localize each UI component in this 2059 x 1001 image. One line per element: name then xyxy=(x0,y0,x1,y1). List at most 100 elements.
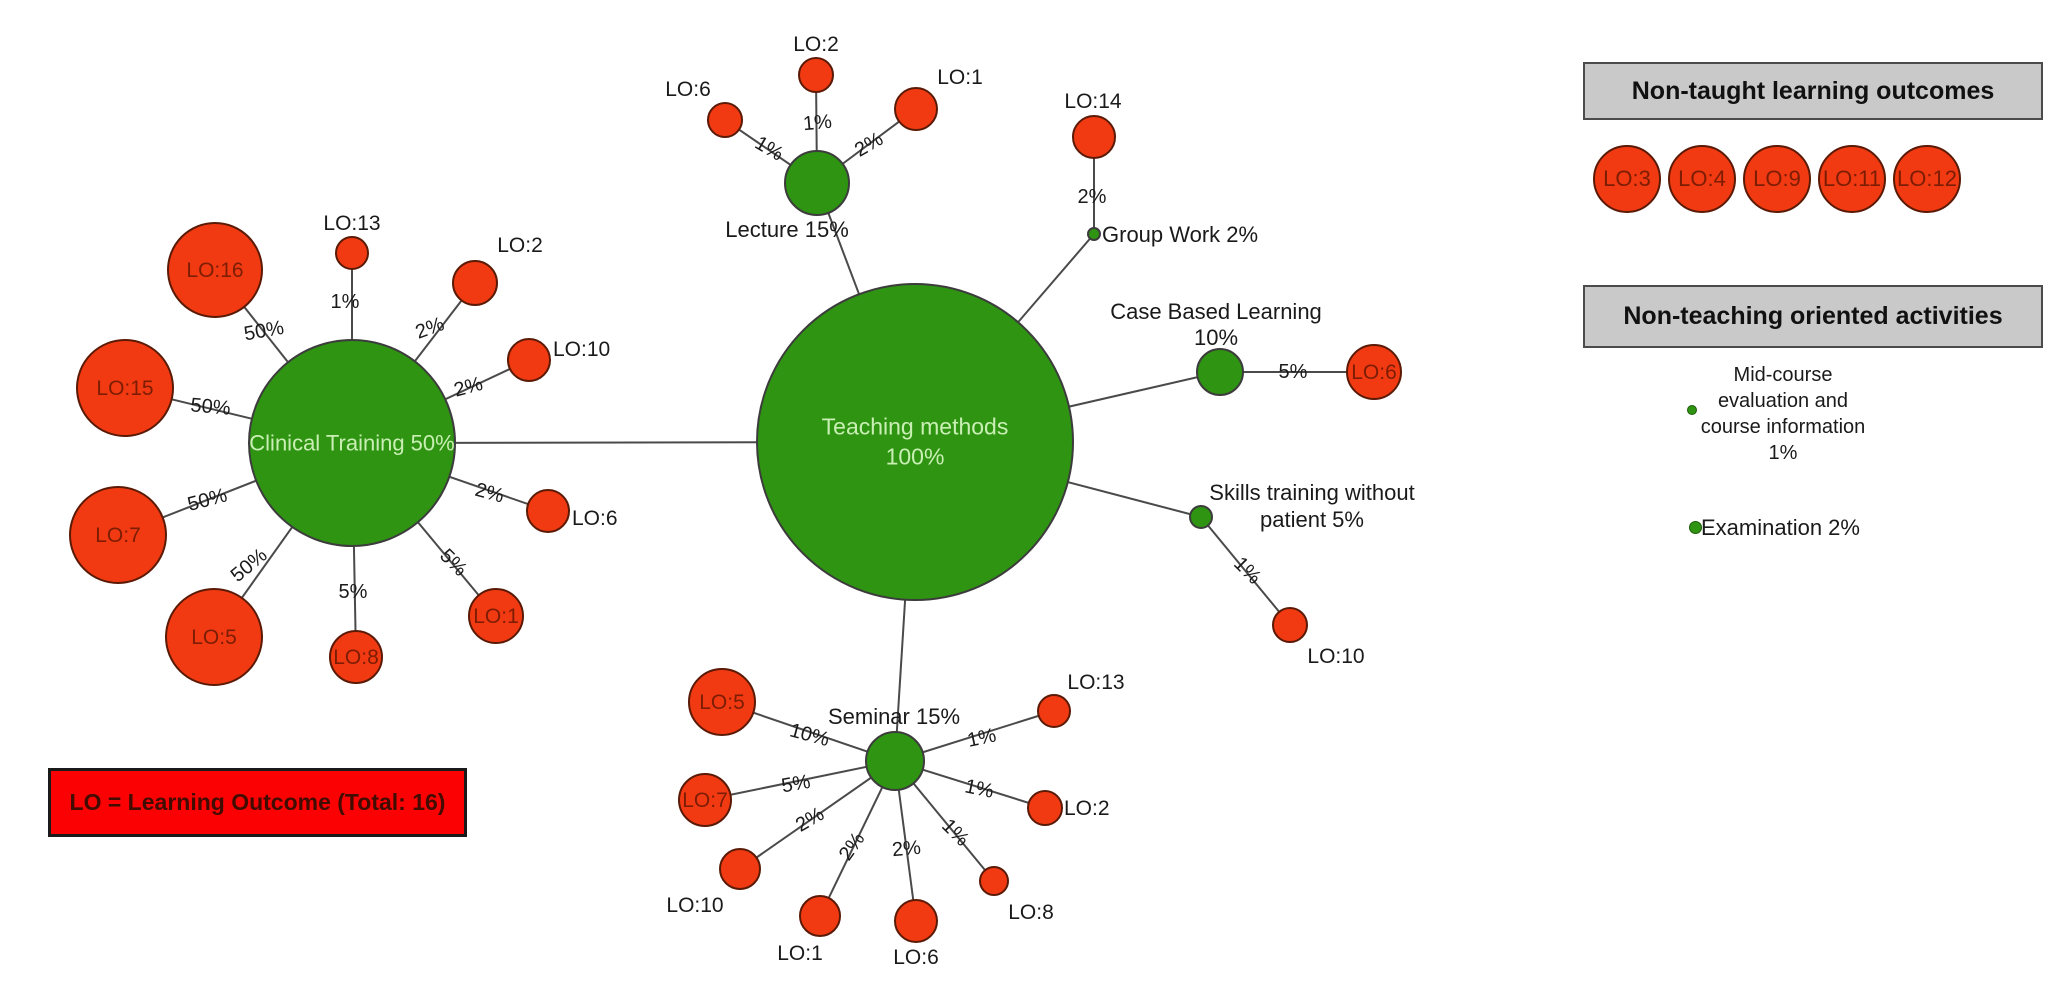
non-taught-lo-circle-4: LO:11 xyxy=(1818,145,1886,213)
node-c_lo10-circle xyxy=(507,338,551,382)
edge-label-seminar-se_lo6: 2% xyxy=(891,837,922,861)
midcourse-line-2: evaluation and xyxy=(1717,390,1849,412)
panel-non-taught-outcomes: Non-taught learning outcomes LO:3 LO:4 LO:… xyxy=(1583,62,2043,213)
legend-box: LO = Learning Outcome (Total: 16) xyxy=(48,768,467,837)
node-c_lo2-circle xyxy=(452,260,498,306)
legend-label: LO = Learning Outcome (Total: 16) xyxy=(69,789,446,815)
non-taught-lo-circle-3: LO:9 xyxy=(1743,145,1811,213)
node-l_lo1-circle xyxy=(894,87,938,131)
node-label-se_lo5: LO:5 xyxy=(699,691,745,714)
examination-label: Examination 2% xyxy=(1701,515,1860,540)
midcourse-line-1: Mid-course xyxy=(1733,364,1833,386)
node-label-l_lo2: LO:2 xyxy=(793,33,839,56)
node-c_lo15-circle xyxy=(76,339,174,437)
non-taught-header: Non-taught learning outcomes xyxy=(1583,62,2043,120)
edge-label-clinical-c_lo13: 1% xyxy=(331,291,360,313)
edge-label-lecture-l_lo6: 1% xyxy=(751,132,787,166)
edge-label-clinical-c_lo6: 2% xyxy=(473,479,507,508)
edge-skills-s_lo10 xyxy=(1200,516,1291,626)
edge-label-seminar-se_lo1: 2% xyxy=(835,828,870,864)
node-g_lo14-circle xyxy=(1072,115,1116,159)
edge-label-lecture-l_lo2: 1% xyxy=(802,111,833,135)
node-label-se_lo7: LO:7 xyxy=(682,789,728,812)
node-label-se_lo2: LO:2 xyxy=(1064,797,1110,820)
node-label-cbl: Case Based Learning 10% xyxy=(1110,299,1322,350)
node-label-cb_lo6: LO:6 xyxy=(1351,361,1397,384)
node-label-g_lo14: LO:14 xyxy=(1064,90,1122,113)
node-se_lo10-circle xyxy=(719,848,761,890)
edge-label-seminar-se_lo2: 1% xyxy=(963,775,996,803)
non-taught-circles: LO:3 LO:4 LO:9 LO:11 LO:12 xyxy=(1583,145,2043,213)
edge-label-seminar-se_lo13: 1% xyxy=(965,724,998,752)
node-se_lo8-circle xyxy=(979,866,1009,896)
edge-label-clinical-c_lo8: 5% xyxy=(339,581,368,603)
node-c_lo6-circle xyxy=(526,489,570,533)
node-c_lo5-circle xyxy=(165,588,263,686)
node-label-clinical: Clinical Training 50% xyxy=(249,430,454,455)
node-label-skills: Skills training without patient 5% xyxy=(1209,480,1414,532)
node-label-c_lo10: LO:10 xyxy=(553,338,610,361)
node-label-c_lo8: LO:8 xyxy=(333,646,379,669)
edge-label-cbl-cb_lo6: 5% xyxy=(1279,361,1308,383)
edge-label-clinical-c_lo2: 2% xyxy=(413,313,448,344)
node-label-c_lo13: LO:13 xyxy=(323,212,380,235)
edge-label-clinical-c_lo10: 2% xyxy=(452,373,486,402)
node-teaching-circle xyxy=(756,283,1074,601)
node-label-se_lo10: LO:10 xyxy=(666,894,723,917)
midcourse-label: Mid-course evaluation and course informa… xyxy=(1673,362,1893,466)
node-label-teaching: Teaching methods 100% xyxy=(822,414,1009,470)
node-label-c_lo15: LO:15 xyxy=(96,377,153,400)
node-groupwork-circle xyxy=(1087,227,1101,241)
node-label-lecture: Lecture 15% xyxy=(725,217,849,242)
edge-label-groupwork-g_lo14: 2% xyxy=(1078,186,1107,208)
edge-label-seminar-se_lo7: 5% xyxy=(780,771,813,798)
edge-seminar-se_lo7 xyxy=(704,760,896,801)
examination-dot-icon xyxy=(1689,521,1702,534)
node-se_lo1-circle xyxy=(799,895,841,937)
node-se_lo13-circle xyxy=(1037,694,1071,728)
node-c_lo16-circle xyxy=(167,222,263,318)
node-label-c_lo16: LO:16 xyxy=(186,259,243,282)
node-label-groupwork: Group Work 2% xyxy=(1102,222,1258,247)
edge-label-clinical-c_lo5: 50% xyxy=(227,544,272,587)
edge-label-seminar-se_lo10: 2% xyxy=(792,803,828,837)
node-se_lo5-circle xyxy=(688,668,756,736)
node-l_lo2-circle xyxy=(798,57,834,93)
node-se_lo2-circle xyxy=(1027,790,1063,826)
node-label-seminar: Seminar 15% xyxy=(828,704,960,729)
node-skills-circle xyxy=(1189,505,1213,529)
node-label-c_lo2: LO:2 xyxy=(497,234,543,257)
node-label-se_lo13: LO:13 xyxy=(1067,671,1124,694)
edge-label-seminar-se_lo5: 10% xyxy=(787,719,832,751)
edge-label-clinical-c_lo16: 50% xyxy=(242,317,285,346)
node-se_lo6-circle xyxy=(894,899,938,943)
node-c_lo13-circle xyxy=(335,236,369,270)
node-label-se_lo1: LO:1 xyxy=(777,942,823,965)
node-label-l_lo6: LO:6 xyxy=(665,78,711,101)
edge-label-clinical-c_lo15: 50% xyxy=(190,394,232,419)
non-taught-lo-circle-5: LO:12 xyxy=(1893,145,1961,213)
node-cbl-circle xyxy=(1196,348,1244,396)
node-c_lo7-circle xyxy=(69,486,167,584)
midcourse-line-4: 1% xyxy=(1768,442,1798,464)
non-teaching-header: Non-teaching oriented activities xyxy=(1583,285,2043,348)
edge-label-clinical-c_lo7: 50% xyxy=(185,484,230,516)
edge-label-lecture-l_lo1: 2% xyxy=(851,128,887,162)
node-seminar-circle xyxy=(865,731,925,791)
non-taught-lo-circle-2: LO:4 xyxy=(1668,145,1736,213)
node-label-s_lo10: LO:10 xyxy=(1307,645,1364,668)
node-s_lo10-circle xyxy=(1272,607,1308,643)
node-label-c_lo1: LO:1 xyxy=(473,605,519,628)
midcourse-dot-icon xyxy=(1687,405,1697,415)
node-label-c_lo6: LO:6 xyxy=(572,507,618,530)
node-clinical-circle xyxy=(248,339,456,547)
node-label-se_lo8: LO:8 xyxy=(1008,901,1054,924)
midcourse-line-3: course information xyxy=(1700,416,1866,438)
non-taught-lo-circle-1: LO:3 xyxy=(1593,145,1661,213)
node-c_lo1-circle xyxy=(468,588,524,644)
edge-seminar-se_lo10 xyxy=(739,760,896,870)
node-label-se_lo6: LO:6 xyxy=(893,946,939,969)
node-c_lo8-circle xyxy=(329,630,383,684)
